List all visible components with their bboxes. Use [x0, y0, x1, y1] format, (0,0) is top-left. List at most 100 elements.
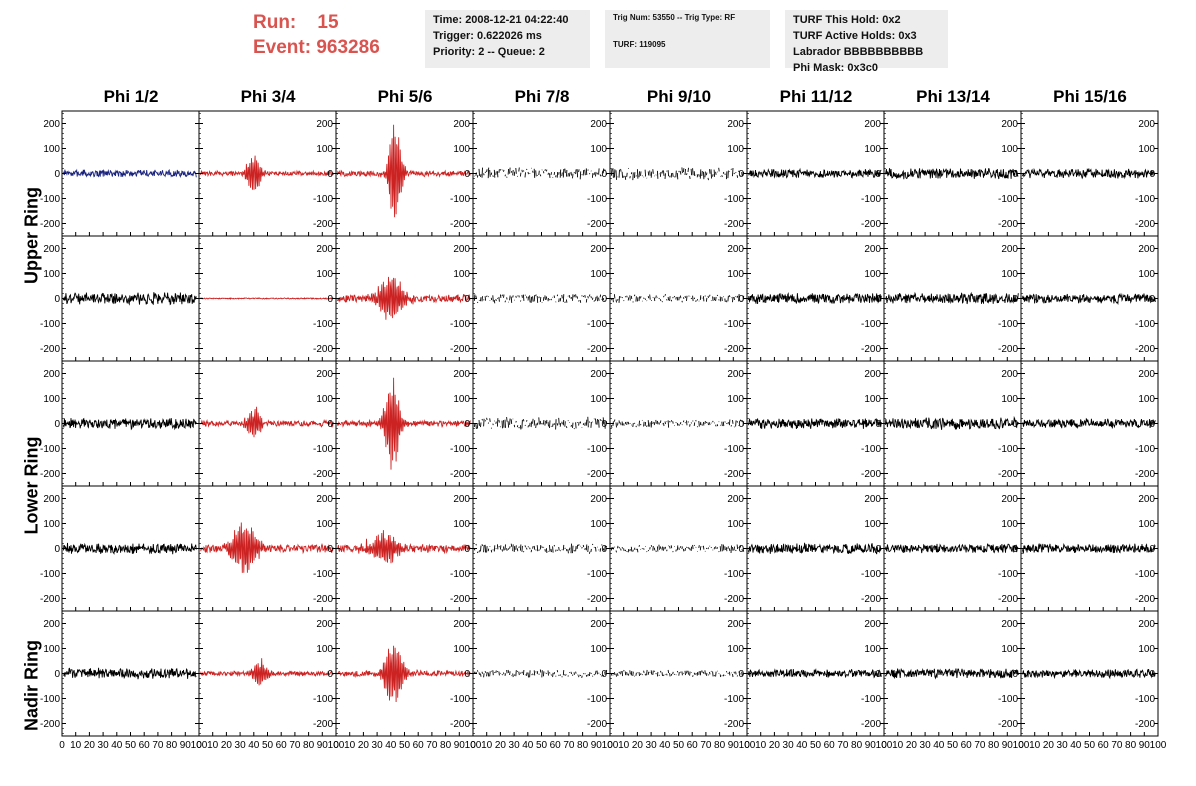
run-value: 15	[317, 12, 339, 33]
y-tick-label: 200	[1138, 619, 1155, 630]
waveform-panel-r0-c6: -200 -100 0 100 200	[883, 110, 1022, 237]
y-tick-label: 100	[864, 269, 881, 280]
y-tick-label: 200	[864, 119, 881, 130]
y-tick-label: 200	[590, 244, 607, 255]
y-tick-label: 200	[1138, 494, 1155, 505]
waveform-panel-r2-c7: -200 -100 0 100 200	[1020, 360, 1159, 487]
y-tick-label: 200	[727, 119, 744, 130]
y-tick-label: -200	[1135, 344, 1155, 355]
waveform-panel-r2-c0: -200 -100 0 100 200	[40, 360, 200, 487]
y-tick-label: 0	[1012, 294, 1018, 305]
x-tick-label: 80	[851, 740, 863, 751]
y-tick-label: 100	[316, 269, 333, 280]
y-tick-label: -200	[1135, 219, 1155, 230]
waveform-series	[747, 417, 882, 430]
x-tick-label: 20	[495, 740, 507, 751]
x-tick-label: 80	[988, 740, 1000, 751]
y-tick-label: -100	[450, 319, 470, 330]
x-tick-label: 20	[221, 740, 233, 751]
y-tick-label: 100	[727, 394, 744, 405]
x-tick-label: 100	[1150, 740, 1167, 751]
x-tick-label: 20	[84, 740, 96, 751]
x-tick-label: 100	[876, 740, 893, 751]
y-tick-label: -100	[998, 694, 1018, 705]
y-tick-label: -200	[587, 344, 607, 355]
y-tick-label: -100	[861, 319, 881, 330]
waveform-series	[473, 294, 608, 304]
x-tick-label: 10	[70, 740, 82, 751]
y-tick-label: -200	[861, 719, 881, 730]
y-tick-label: 200	[453, 369, 470, 380]
y-tick-label: 0	[601, 294, 607, 305]
y-tick-label: 0	[1012, 669, 1018, 680]
y-tick-label: 200	[316, 494, 333, 505]
y-tick-label: 0	[1012, 544, 1018, 555]
x-tick-label: 90	[1139, 740, 1151, 751]
y-tick-label: -200	[313, 344, 333, 355]
waveform-series	[1021, 542, 1156, 554]
y-tick-label: -200	[724, 469, 744, 480]
y-tick-label: -200	[313, 594, 333, 605]
y-tick-label: -100	[313, 319, 333, 330]
waveform-panel-r3-c5: -200 -100 0 100 200	[746, 485, 885, 612]
y-tick-label: 100	[864, 519, 881, 530]
column-header-phi-3-4: Phi 3/4	[240, 87, 296, 106]
event-label: Event:	[253, 37, 312, 58]
y-tick-label: -100	[1135, 444, 1155, 455]
x-tick-label: 10	[1029, 740, 1041, 751]
y-tick-label: 0	[327, 544, 333, 555]
y-tick-label: -200	[998, 219, 1018, 230]
y-tick-label: -200	[861, 344, 881, 355]
y-tick-label: 100	[453, 144, 470, 155]
x-tick-label: 60	[276, 740, 288, 751]
waveform-series	[1021, 292, 1156, 306]
y-tick-label: 100	[43, 144, 60, 155]
waveform-panel-r3-c2: -200 -100 0 100 200	[335, 485, 474, 612]
y-tick-label: -100	[313, 569, 333, 580]
y-tick-label: 200	[1138, 119, 1155, 130]
y-tick-label: -100	[724, 569, 744, 580]
column-header-phi-11-12: Phi 11/12	[779, 87, 853, 106]
y-tick-label: 100	[590, 269, 607, 280]
y-tick-label: 0	[875, 669, 881, 680]
y-tick-label: 200	[1138, 369, 1155, 380]
waveform-series	[62, 168, 197, 178]
waveform-series	[199, 658, 334, 686]
x-tick-label: 90	[728, 740, 740, 751]
y-tick-label: -200	[587, 594, 607, 605]
x-tick-label: 70	[289, 740, 301, 751]
x-tick-label: 90	[865, 740, 877, 751]
y-tick-label: -100	[40, 444, 60, 455]
y-tick-label: 0	[738, 544, 744, 555]
y-tick-label: -200	[724, 219, 744, 230]
x-tick-label: 20	[769, 740, 781, 751]
y-tick-label: 200	[590, 119, 607, 130]
y-tick-label: -200	[998, 719, 1018, 730]
y-tick-label: -200	[40, 344, 60, 355]
waveform-series	[337, 645, 471, 703]
waveform-panel-r1-c6: -200 -100 0 100 200	[883, 235, 1022, 362]
waveform-series	[747, 668, 882, 679]
x-tick-label: 0	[744, 740, 750, 751]
column-header-phi-15-16: Phi 15/16	[1053, 87, 1127, 106]
y-tick-label: -100	[861, 444, 881, 455]
y-tick-label: 100	[1001, 144, 1018, 155]
y-tick-label: -200	[450, 219, 470, 230]
y-tick-label: 100	[1138, 644, 1155, 655]
waveform-panel-r2-c2: -200 -100 0 100 200	[335, 360, 474, 487]
y-tick-label: 0	[875, 544, 881, 555]
y-tick-label: -200	[861, 469, 881, 480]
waveform-series	[885, 291, 1019, 305]
x-tick-label: 90	[591, 740, 603, 751]
y-tick-label: 200	[864, 244, 881, 255]
y-tick-label: 100	[43, 519, 60, 530]
y-tick-label: 200	[43, 369, 60, 380]
x-tick-label: 30	[1057, 740, 1069, 751]
waveform-panel-r0-c7: -200 -100 0 100 200	[1020, 110, 1159, 237]
waveform-series	[473, 543, 608, 554]
y-tick-label: 100	[43, 394, 60, 405]
y-tick-label: 100	[453, 644, 470, 655]
x-tick-label: 90	[180, 740, 192, 751]
x-tick-label: 40	[111, 740, 123, 751]
